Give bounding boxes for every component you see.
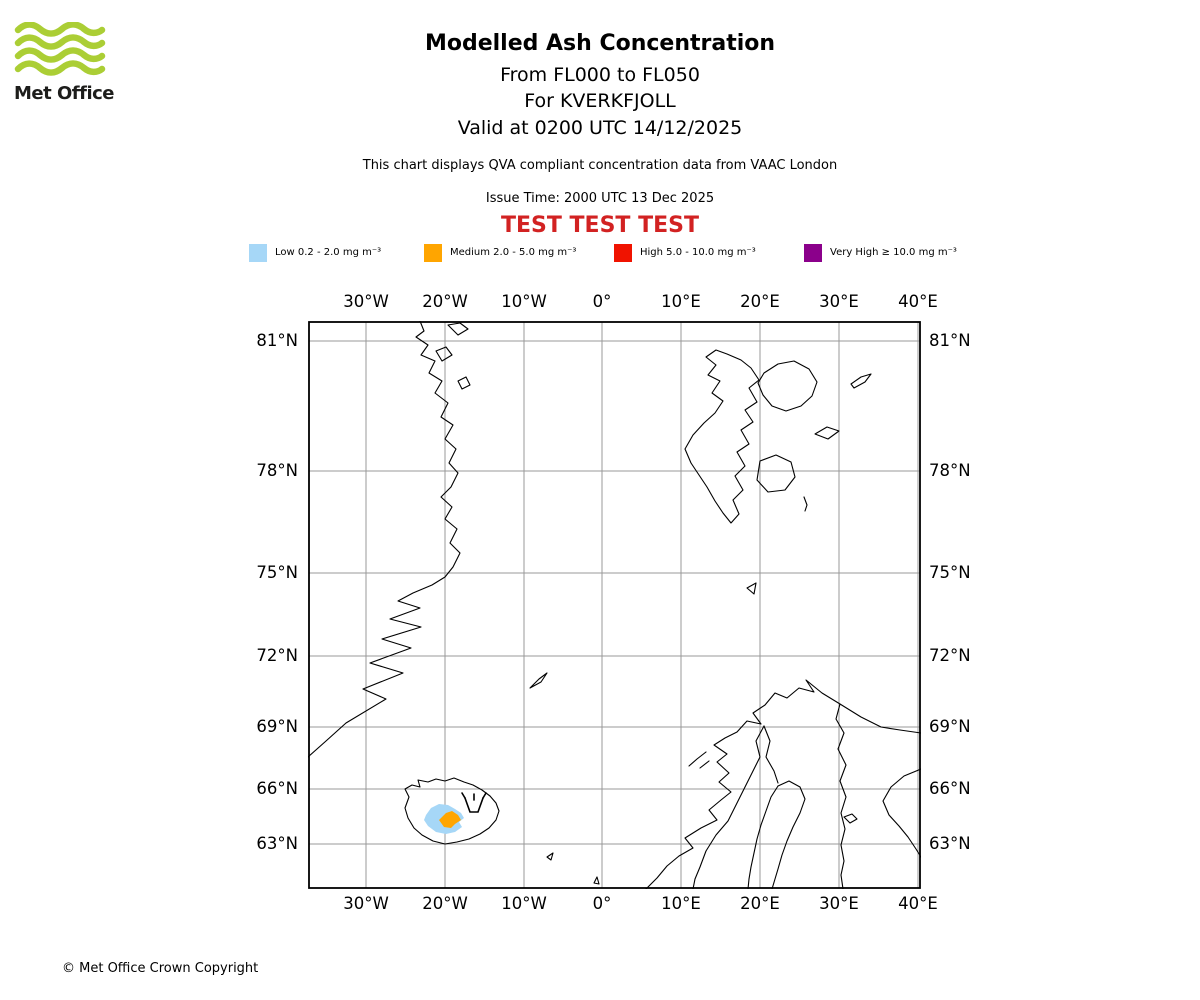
- lat-label: 63°N: [256, 834, 298, 853]
- lat-label: 75°N: [256, 563, 298, 582]
- graticule-grid: [309, 322, 920, 888]
- lat-label: 66°N: [256, 779, 298, 798]
- legend-label-low: Low 0.2 - 2.0 mg m⁻³: [275, 247, 382, 258]
- lat-label: 78°N: [929, 461, 971, 480]
- bear-island: [746, 582, 757, 595]
- lat-label: 66°N: [929, 779, 971, 798]
- page-title: Modelled Ash Concentration: [424, 31, 776, 56]
- lofoten-islands: [688, 751, 710, 769]
- lon-label: 10°W: [501, 292, 547, 311]
- lon-label: 0°: [592, 292, 612, 311]
- lon-label: 40°E: [898, 292, 938, 311]
- lon-label: 20°W: [422, 292, 468, 311]
- lon-label: 0°: [592, 894, 612, 913]
- met-office-logo: Met Office: [14, 22, 115, 104]
- lon-label: 10°E: [661, 292, 701, 311]
- greenland-coastline: [308, 321, 461, 758]
- lon-label: 30°W: [343, 894, 389, 913]
- copyright-notice: © Met Office Crown Copyright: [62, 961, 259, 976]
- volcano-subtitle: For KVERKFJOLL: [524, 90, 676, 112]
- gulf-of-bothnia-west-shore: [747, 785, 779, 889]
- legend-label-medium: Medium 2.0 - 5.0 mg m⁻³: [450, 247, 577, 258]
- lat-label: 69°N: [929, 717, 971, 736]
- svalbard-nordaustlandet-coastline: [757, 360, 818, 412]
- map-border: [308, 321, 921, 889]
- lat-label: 81°N: [929, 331, 971, 350]
- lat-label: 72°N: [256, 646, 298, 665]
- lon-label: 30°W: [343, 292, 389, 311]
- legend-label-very-high: Very High ≥ 10.0 mg m⁻³: [830, 247, 957, 258]
- test-banner: TEST TEST TEST: [501, 213, 699, 238]
- svalbard-spitsbergen-coastline: [684, 349, 760, 524]
- lat-label: 78°N: [256, 461, 298, 480]
- norway-coastline: [645, 679, 921, 889]
- legend-swatch-high: [614, 244, 632, 262]
- logo-wordmark: Met Office: [14, 83, 115, 104]
- finland-lake: [843, 813, 858, 824]
- lat-label: 63°N: [929, 834, 971, 853]
- ash-map: [308, 321, 921, 889]
- jan-mayen-island: [529, 672, 548, 689]
- volcano-marker-icon: [461, 792, 487, 813]
- lat-label: 81°N: [256, 331, 298, 350]
- hopen-island: [803, 496, 808, 512]
- lat-label: 69°N: [256, 717, 298, 736]
- russia-finland-border: [835, 703, 847, 889]
- norway-sweden-border: [692, 725, 765, 889]
- issue-time: Issue Time: 2000 UTC 13 Dec 2025: [485, 191, 715, 206]
- valid-time-subtitle: Valid at 0200 UTC 14/12/2025: [457, 117, 743, 139]
- legend-label-high: High 5.0 - 10.0 mg m⁻³: [640, 247, 756, 258]
- kong-karls-land-island: [814, 426, 840, 440]
- finland-sweden-border: [763, 725, 779, 784]
- lon-label: 20°E: [740, 894, 780, 913]
- lat-label: 75°N: [929, 563, 971, 582]
- kvitoya-island: [850, 373, 872, 389]
- lon-label: 10°E: [661, 894, 701, 913]
- ash-polygon-medium: [439, 811, 461, 828]
- legend-swatch-medium: [424, 244, 442, 262]
- white-sea-coastline: [882, 768, 921, 858]
- flight-levels-subtitle: From FL000 to FL050: [500, 64, 700, 86]
- iceland-coastline: [404, 777, 500, 845]
- lon-label: 20°W: [422, 894, 468, 913]
- lon-label: 10°W: [501, 894, 547, 913]
- greenland-offshore-islands: [435, 322, 471, 390]
- svalbard-edgeoya-coastline: [756, 454, 796, 493]
- lat-label: 72°N: [929, 646, 971, 665]
- gulf-of-bothnia-east-shore: [771, 780, 806, 889]
- lon-label: 20°E: [740, 292, 780, 311]
- shetland-islands: [593, 876, 600, 885]
- lon-label: 30°E: [819, 292, 859, 311]
- qva-description: This chart displays QVA compliant concen…: [362, 158, 838, 173]
- lon-label: 30°E: [819, 894, 859, 913]
- legend-swatch-very-high: [804, 244, 822, 262]
- faroe-islands: [546, 852, 554, 861]
- legend-swatch-low: [249, 244, 267, 262]
- lon-label: 40°E: [898, 894, 938, 913]
